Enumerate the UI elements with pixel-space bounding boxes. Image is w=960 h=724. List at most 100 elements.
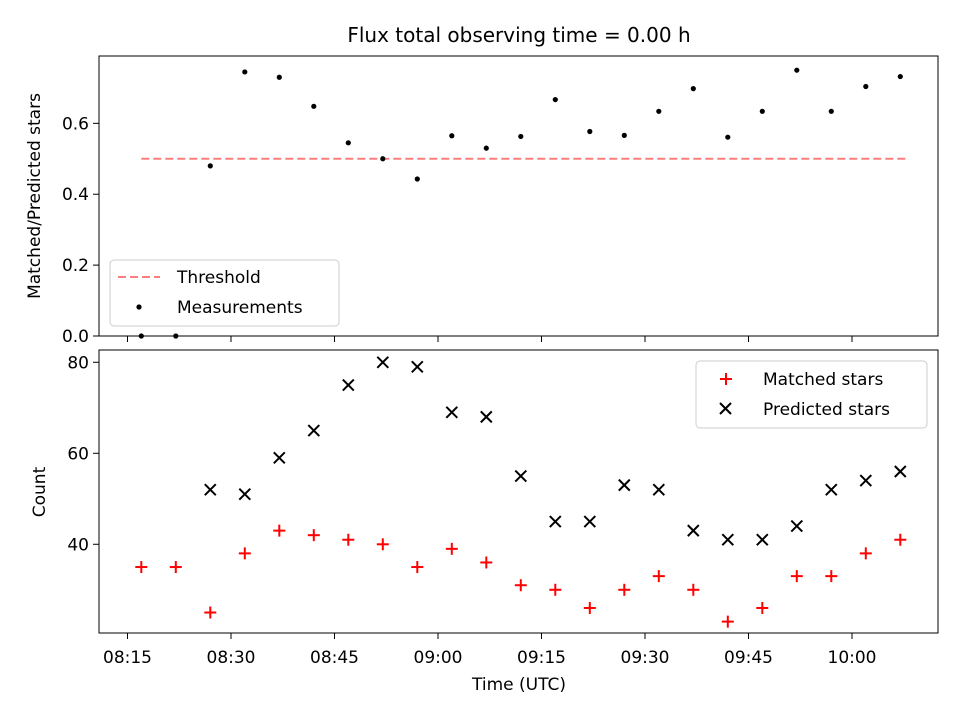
top-y-tick-label: 0.4 (62, 185, 89, 205)
matched-star-point (583, 601, 596, 614)
predicted-star-point (273, 451, 286, 465)
predicted-star-point (514, 469, 528, 483)
measurement-point (863, 83, 869, 90)
bottom-x-tick-label: 09:15 (517, 648, 566, 668)
matched-star-point (652, 570, 665, 583)
measurement-point (690, 86, 696, 92)
predicted-star-point (618, 478, 631, 492)
measurement-point (380, 156, 386, 162)
predicted-star-point (342, 378, 355, 392)
legend-matched-label: Matched stars (763, 370, 883, 390)
predicted-star-point (583, 515, 597, 528)
matched-star-point (756, 601, 769, 614)
predicted-star-point (445, 406, 459, 419)
bottom-x-tick-label: 08:15 (103, 648, 152, 668)
predicted-star-point (652, 483, 666, 496)
matched-star-point (376, 538, 389, 551)
predicted-star-point (756, 533, 769, 546)
measurement-point (794, 67, 800, 73)
predicted-star-point (411, 360, 424, 374)
top-y-tick-label: 0.2 (62, 256, 89, 276)
matched-star-point (135, 561, 148, 574)
predicted-star-point (204, 483, 217, 496)
bottom-x-axis-label: Time (UTC) (471, 675, 566, 695)
predicted-star-point (549, 515, 562, 528)
bottom-y-tick-label: 80 (67, 353, 89, 373)
bottom-legend-box (695, 360, 928, 429)
bottom-x-tick-label: 08:45 (310, 648, 359, 668)
bottom-x-tick-label: 10:00 (828, 648, 877, 668)
bottom-x-tick-label: 09:00 (414, 648, 463, 668)
predicted-star-point (307, 424, 321, 437)
legend-predicted-label: Predicted stars (763, 400, 890, 420)
measurement-point (621, 132, 627, 138)
measurement-point (207, 163, 213, 169)
measurement-point (449, 133, 455, 139)
matched-star-point (307, 529, 320, 542)
top-y-tick-label: 0.0 (62, 327, 89, 347)
predicted-star-point (859, 474, 873, 487)
top-legend: Threshold Measurements (109, 259, 340, 327)
legend-measurements-label: Measurements (177, 298, 303, 318)
bottom-x-tick-label: 09:45 (724, 648, 773, 668)
top-axes-frame (98, 55, 939, 337)
chart-title: Flux total observing time = 0.00 h (347, 23, 690, 47)
matched-star-point (411, 561, 424, 574)
matched-star-point (790, 570, 803, 583)
measurement-point (311, 103, 317, 109)
predicted-star-point (687, 524, 700, 537)
bottom-legend: Matched stars Predicted stars (695, 360, 928, 429)
matched-star-point (169, 561, 182, 574)
measurement-point (587, 128, 593, 135)
top-y-axis-label: Matched/Predicted stars (25, 93, 45, 299)
predicted-star-point (480, 410, 493, 424)
bottom-x-tick-label: 09:30 (621, 648, 670, 668)
matched-star-point (514, 579, 527, 592)
predicted-star-point (790, 519, 804, 533)
measurement-point (759, 108, 765, 114)
bottom-plot-area (135, 356, 907, 628)
bottom-y-tick-label: 60 (67, 444, 89, 464)
matched-star-point (238, 547, 251, 560)
top-x-ticks (127, 336, 853, 342)
predicted-star-point (376, 356, 390, 369)
predicted-star-point (238, 488, 252, 501)
matched-star-point (687, 583, 700, 596)
bottom-y-tick-label: 40 (67, 535, 89, 555)
matched-star-point (445, 542, 458, 555)
predicted-star-point (825, 483, 838, 496)
top-plot-area (138, 67, 908, 339)
measurement-point (345, 140, 351, 146)
measurement-point (242, 69, 248, 75)
matched-star-point (618, 583, 631, 596)
matched-star-point (859, 547, 872, 560)
measurement-point (656, 108, 662, 114)
bottom-x-ticks: 08:15 08:30 08:45 09:00 09:15 09:30 09:45 10:00 (103, 633, 877, 668)
top-y-tick-label: 0.6 (62, 114, 89, 134)
matched-star-point (721, 615, 734, 628)
matched-star-point (273, 524, 286, 537)
matched-star-point (204, 606, 217, 619)
top-y-ticks: 0.0 0.2 0.4 0.6 (62, 114, 99, 347)
legend-threshold-label: Threshold (176, 268, 261, 288)
matched-star-point (894, 533, 907, 546)
legend-matched-swatch (720, 373, 732, 385)
top-panel: Flux total observing time = 0.00 h Match… (25, 23, 939, 347)
bottom-axes-frame (98, 349, 939, 634)
matched-star-point (480, 556, 493, 569)
predicted-star-point (894, 465, 907, 478)
measurement-point (276, 74, 282, 80)
measurement-point (828, 108, 834, 114)
matched-star-point (342, 533, 355, 546)
measurement-point (518, 133, 524, 140)
bottom-y-ticks: 40 60 80 (67, 353, 99, 555)
bottom-y-axis-label: Count (30, 466, 50, 517)
measurement-point (897, 73, 903, 80)
legend-measurements-swatch (136, 304, 142, 310)
bottom-x-tick-label: 08:30 (207, 648, 256, 668)
legend-predicted-swatch (719, 402, 732, 415)
predicted-star-point (721, 533, 735, 546)
matched-star-point (825, 570, 838, 583)
